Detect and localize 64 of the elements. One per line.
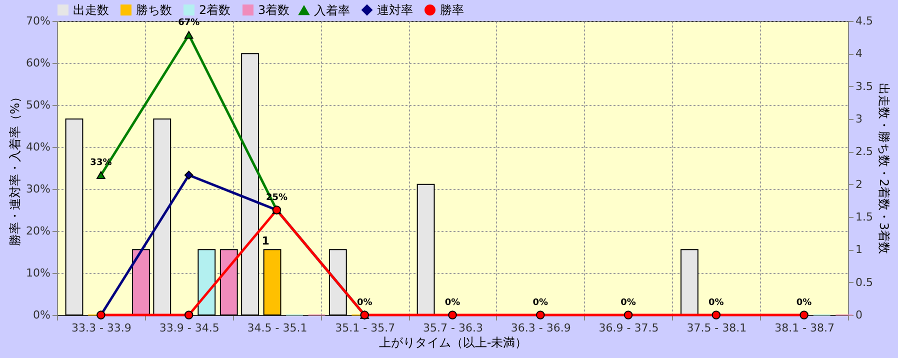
data-label: 0% [796,298,812,308]
x-tick-label: 35.7 - 36.3 [423,322,483,334]
y2-tick-label: 0 [856,308,862,322]
y-tick-label: 20% [26,224,50,238]
bar [153,118,172,316]
y2-tick-label: 1 [856,243,862,256]
y-tick-label: 40% [26,140,50,154]
y-tick-label: 10% [26,266,50,280]
point [96,171,106,179]
legend-label: 出走数 [73,3,109,17]
data-label: 0% [620,298,636,308]
y2-tick-label: 2 [856,178,862,191]
y2-tick-label: 1.5 [856,210,873,224]
x-tick-label: 33.9 - 34.5 [159,322,220,334]
y-tick-label: 60% [26,56,50,70]
y2-axis-title: 出走数・勝ち数・2着数・3着数 [876,82,891,254]
bar [263,249,282,316]
x-tick-label: 38.1 - 38.7 [774,322,835,334]
legend-label: 2着数 [199,3,231,17]
data-label: 0% [356,298,372,308]
bar [132,249,150,316]
y-axis-title: 勝率・連対率・入着率（%） [8,90,22,246]
point [448,310,457,320]
y-tick-label: 70% [26,14,50,28]
point [184,310,194,320]
bar [65,118,84,316]
x-tick-label: 34.5 - 35.1 [247,322,308,334]
bar [241,53,259,316]
x-tick-label: 36.9 - 37.5 [598,322,659,334]
y2-tick-label: 3 [856,112,862,126]
data-label: 0% [444,298,460,308]
data-label: 67% [178,18,200,28]
x-axis-title: 上がりタイム（以上-未満） [378,336,528,350]
y2-tick-label: 2.5 [856,145,873,158]
bar [220,249,238,316]
legend-label: 連対率 [377,3,413,17]
data-label: 0% [532,298,548,308]
y2-tick-label: 0.5 [856,276,873,289]
data-label: 1 [262,234,270,248]
y2-tick-label: 4 [856,47,862,60]
point [536,310,545,320]
y2-tick-label: 3.5 [856,80,873,93]
legend-label: 勝ち数 [136,3,172,17]
point [712,310,721,320]
bar [328,249,347,316]
data-label: 0% [708,298,724,308]
legend-label: 3着数 [258,3,290,17]
x-tick-label: 33.3 - 33.9 [71,322,132,334]
bar [198,249,216,316]
y-tick-label: 50% [26,98,50,112]
x-tick-label: 36.3 - 36.9 [510,322,571,334]
y2-tick-label: 4.5 [856,14,873,28]
y-tick-label: 0% [33,308,50,322]
bar [416,184,435,316]
x-tick-label: 37.5 - 38.1 [686,322,747,334]
legend-label: 勝率 [440,3,464,17]
point [800,310,808,320]
y-tick-label: 30% [26,182,50,196]
point [624,310,633,320]
point [184,170,194,180]
point [184,31,194,39]
bar [680,249,698,316]
x-tick-label: 35.1 - 35.7 [335,322,396,334]
legend-label: 入着率 [314,3,350,18]
